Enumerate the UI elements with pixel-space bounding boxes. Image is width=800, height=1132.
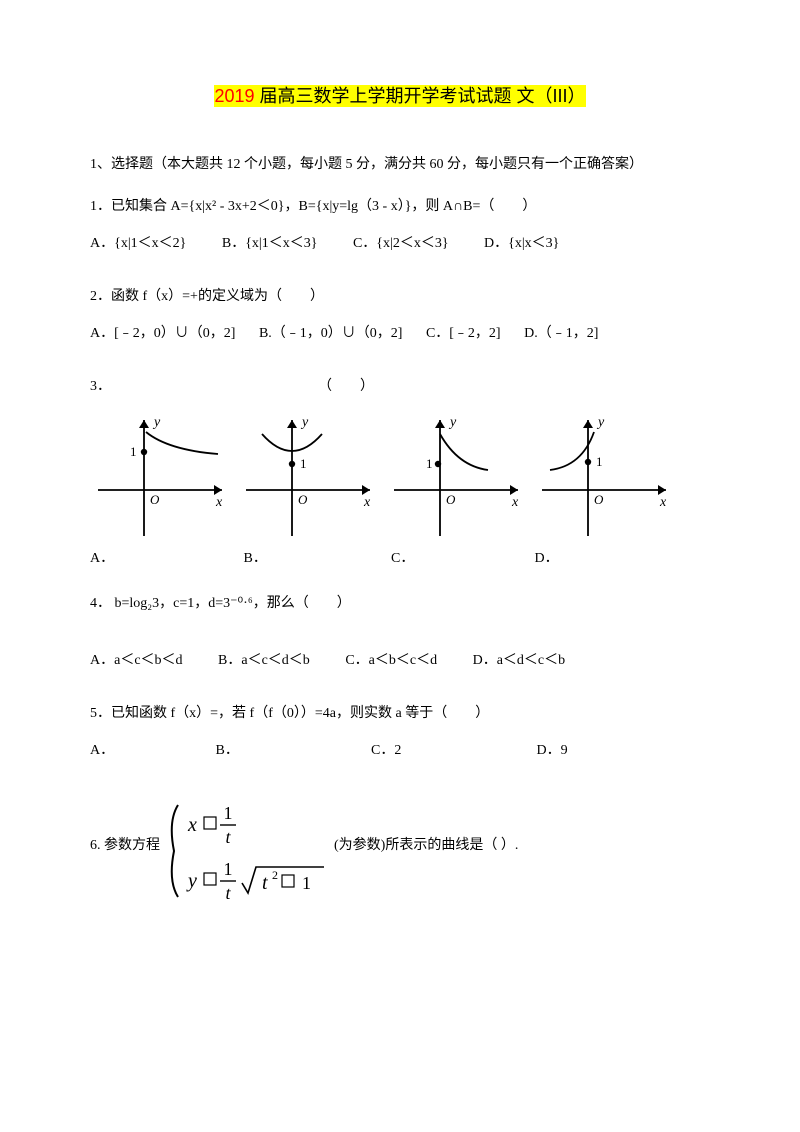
- svg-text:1: 1: [596, 454, 603, 469]
- q3-paren: （ ）: [318, 379, 374, 394]
- q1-options: A．{x|1＜x＜2} B．{x|1＜x＜3} C．{x|2＜x＜3} D．{x…: [90, 231, 710, 256]
- q4-stem: 4． b=log₂3，c=1，d=3⁻⁰·⁶，那么（ ）: [90, 591, 710, 616]
- svg-text:O: O: [446, 492, 456, 507]
- svg-text:1: 1: [426, 456, 433, 471]
- svg-text:1: 1: [302, 873, 311, 893]
- q5-opt-d: D．9: [537, 738, 568, 763]
- svg-text:1: 1: [300, 456, 307, 471]
- svg-text:x: x: [215, 495, 223, 510]
- q4-opt-d: D．a＜d＜c＜b: [473, 648, 566, 673]
- q3-stem: 3． （ ）: [90, 374, 710, 399]
- q2-options: A．[﹣2，0）∪（0，2] B.（﹣1，0）∪（0，2] C．[﹣2，2] D…: [90, 321, 710, 346]
- q2-opt-d: D.（﹣1，2]: [524, 321, 598, 346]
- q3-num: 3．: [90, 379, 111, 394]
- title-rest: 届高三数学上学期开学考试试题 文（III）: [255, 85, 586, 107]
- q1-opt-d: D．{x|x＜3}: [484, 231, 559, 256]
- q1-opt-b: B．{x|1＜x＜3}: [222, 231, 318, 256]
- q2-opt-b: B.（﹣1，0）∪（0，2]: [259, 321, 403, 346]
- q5-opt-a: A．: [90, 738, 180, 763]
- q4-opt-c: C．a＜b＜c＜d: [345, 648, 437, 673]
- q5-opt-c: C．2: [371, 738, 501, 763]
- q2-stem: 2．函数 f（x）=+的定义域为（ ）: [90, 284, 710, 309]
- svg-text:1: 1: [224, 859, 233, 879]
- q4-opt-b: B．a＜c＜d＜b: [218, 648, 310, 673]
- svg-text:t: t: [225, 827, 231, 847]
- svg-text:2: 2: [272, 868, 278, 882]
- svg-text:1: 1: [130, 444, 137, 459]
- graph-c: y x O 1: [386, 412, 526, 542]
- svg-text:1: 1: [224, 803, 233, 823]
- svg-text:O: O: [594, 492, 604, 507]
- svg-text:y: y: [152, 415, 161, 430]
- q4-mid: b=log₂3，c=1，d=3⁻⁰·⁶，那么（ ）: [111, 596, 351, 611]
- q3-opt-d: D．: [535, 546, 559, 571]
- graph-d: y x O 1: [534, 412, 674, 542]
- q6-formula: x 1 t y 1 t t 2 1: [164, 791, 334, 911]
- q4-pre: 4．: [90, 596, 111, 611]
- q5-stem: 5．已知函数 f（x）=，若 f（f（0））=4a，则实数 a 等于（ ）: [90, 701, 710, 726]
- svg-text:t: t: [225, 883, 231, 903]
- svg-text:O: O: [298, 492, 308, 507]
- svg-text:x: x: [187, 814, 197, 836]
- svg-text:y: y: [448, 415, 457, 430]
- q3-opt-a: A．: [90, 546, 240, 571]
- svg-text:y: y: [300, 415, 309, 430]
- svg-text:x: x: [511, 495, 519, 510]
- title-year: 2019: [214, 85, 254, 107]
- q6-post: (为参数)所表示的曲线是（ ）.: [334, 833, 518, 858]
- q3-opt-c: C．: [391, 546, 531, 571]
- svg-text:O: O: [150, 492, 160, 507]
- q5-options: A． B． C．2 D．9: [90, 738, 710, 763]
- q1-stem: 1．已知集合 A={x|x² - 3x+2＜0}，B={x|y=lg（3 - x…: [90, 194, 710, 219]
- svg-text:y: y: [186, 870, 197, 892]
- q4-options: A．a＜c＜b＜d B．a＜c＜d＜b C．a＜b＜c＜d D．a＜d＜c＜b: [90, 648, 710, 673]
- graph-a: y x O 1: [90, 412, 230, 542]
- q3-option-labels: A． B． C． D．: [90, 546, 710, 571]
- svg-text:t: t: [262, 872, 268, 894]
- q2-opt-a: A．[﹣2，0）∪（0，2]: [90, 321, 235, 346]
- q1-opt-a: A．{x|1＜x＜2}: [90, 231, 186, 256]
- q3-graphs: y x O 1 y x O 1 y x O 1 y x O 1: [90, 412, 710, 542]
- q6-row: 6. 参数方程 x 1 t y 1 t t 2 1 (为参数)所表示的曲线是（ …: [90, 791, 710, 911]
- svg-text:x: x: [363, 495, 371, 510]
- q4-opt-a: A．a＜c＜b＜d: [90, 648, 183, 673]
- q1-opt-c: C．{x|2＜x＜3}: [353, 231, 449, 256]
- q6-pre: 6. 参数方程: [90, 833, 160, 858]
- q3-opt-b: B．: [244, 546, 388, 571]
- svg-text:x: x: [659, 495, 667, 510]
- svg-text:y: y: [596, 415, 605, 430]
- graph-b: y x O 1: [238, 412, 378, 542]
- q2-opt-c: C．[﹣2，2]: [426, 321, 501, 346]
- q5-opt-b: B．: [216, 738, 336, 763]
- section-1-intro: 1、选择题（本大题共 12 个小题，每小题 5 分，满分共 60 分，每小题只有…: [90, 152, 710, 177]
